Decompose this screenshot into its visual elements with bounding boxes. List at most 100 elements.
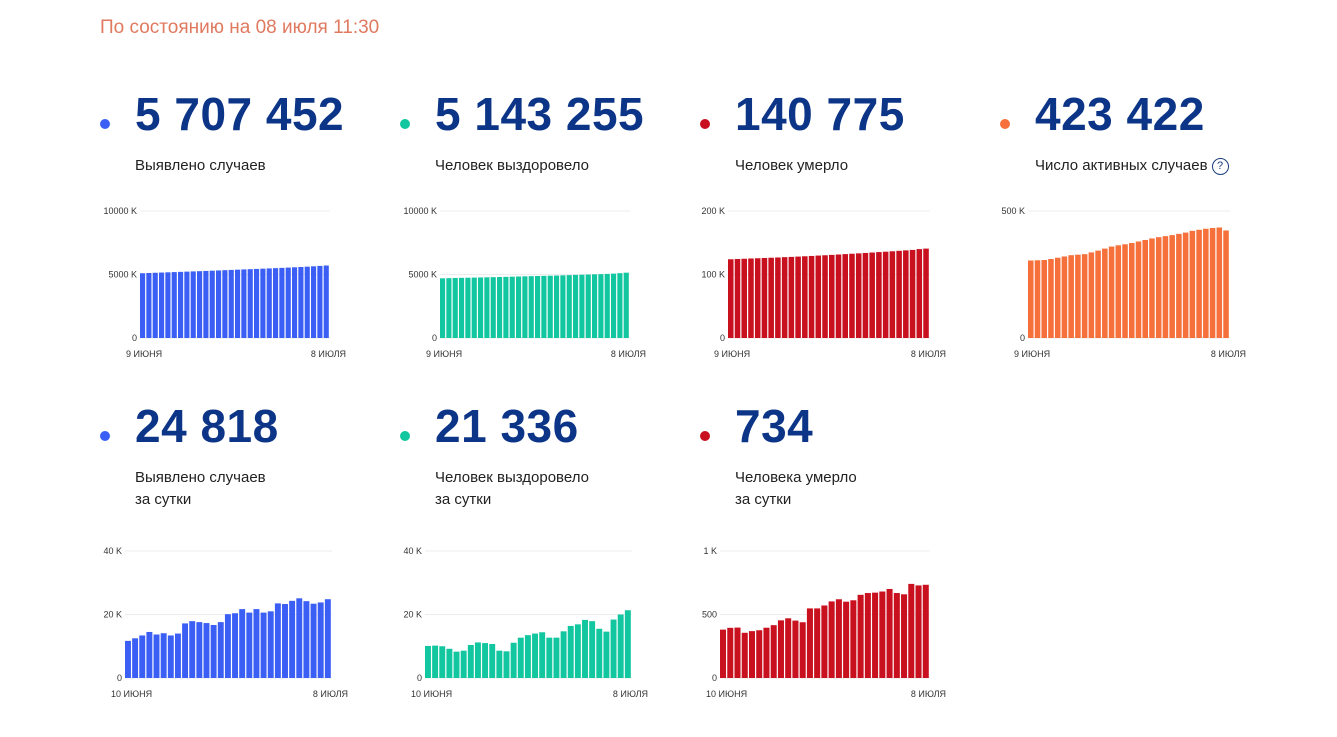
bar[interactable] <box>748 631 756 678</box>
bar[interactable] <box>1028 260 1034 338</box>
bar[interactable] <box>285 267 291 338</box>
bar[interactable] <box>795 256 801 338</box>
bar[interactable] <box>509 276 515 338</box>
bar[interactable] <box>785 618 792 678</box>
bar[interactable] <box>922 584 929 678</box>
bar[interactable] <box>524 635 531 678</box>
bar[interactable] <box>253 609 260 678</box>
bar[interactable] <box>311 266 317 338</box>
bar[interactable] <box>539 632 546 678</box>
bar[interactable] <box>274 603 281 678</box>
bar[interactable] <box>775 257 781 338</box>
bar[interactable] <box>232 613 239 678</box>
bar[interactable] <box>560 631 567 678</box>
bar[interactable] <box>184 271 190 338</box>
bar[interactable] <box>788 256 795 338</box>
bar[interactable] <box>210 624 217 678</box>
bar[interactable] <box>849 253 855 338</box>
bar[interactable] <box>165 272 171 338</box>
bar[interactable] <box>490 277 496 338</box>
bar[interactable] <box>446 278 452 338</box>
bar[interactable] <box>802 256 808 338</box>
bar[interactable] <box>1189 230 1196 338</box>
bar[interactable] <box>728 259 734 338</box>
bar[interactable] <box>182 623 189 678</box>
bar[interactable] <box>517 637 524 678</box>
bar[interactable] <box>160 633 167 678</box>
bar[interactable] <box>829 254 835 338</box>
bar[interactable] <box>1149 238 1155 338</box>
bar[interactable] <box>196 622 203 678</box>
bar[interactable] <box>761 257 768 338</box>
bar[interactable] <box>1081 254 1088 338</box>
bar[interactable] <box>460 650 467 678</box>
bar[interactable] <box>777 620 784 678</box>
bar[interactable] <box>239 609 246 678</box>
bar[interactable] <box>903 250 909 338</box>
bar[interactable] <box>573 274 579 338</box>
bar[interactable] <box>203 270 209 338</box>
bar[interactable] <box>610 619 617 678</box>
bar[interactable] <box>598 274 604 338</box>
bar[interactable] <box>604 273 610 338</box>
bar[interactable] <box>855 253 862 338</box>
bar[interactable] <box>574 624 581 678</box>
bar[interactable] <box>503 276 509 338</box>
bar[interactable] <box>1203 228 1209 338</box>
bar[interactable] <box>140 273 146 338</box>
bar[interactable] <box>209 270 215 338</box>
bar[interactable] <box>908 583 915 678</box>
bar[interactable] <box>425 645 431 678</box>
bar[interactable] <box>822 255 828 338</box>
bar[interactable] <box>579 274 585 338</box>
bar[interactable] <box>547 275 553 338</box>
bar[interactable] <box>224 614 231 678</box>
bar[interactable] <box>217 622 224 678</box>
bar[interactable] <box>850 600 857 678</box>
bar[interactable] <box>592 274 598 338</box>
bar[interactable] <box>1068 255 1074 338</box>
bar[interactable] <box>1075 254 1081 338</box>
bar[interactable] <box>585 274 591 338</box>
bar[interactable] <box>266 268 272 338</box>
bar[interactable] <box>125 640 131 678</box>
bar[interactable] <box>886 588 893 678</box>
bar[interactable] <box>828 601 835 678</box>
bar[interactable] <box>317 602 324 678</box>
bar[interactable] <box>842 254 848 338</box>
bar[interactable] <box>146 273 152 338</box>
bar[interactable] <box>1209 228 1216 338</box>
bar[interactable] <box>216 270 222 338</box>
bar[interactable] <box>222 270 228 338</box>
bar[interactable] <box>814 608 821 678</box>
bar[interactable] <box>806 608 813 678</box>
bar[interactable] <box>741 258 747 338</box>
bar[interactable] <box>763 627 770 678</box>
bar[interactable] <box>889 251 896 338</box>
bar[interactable] <box>835 599 842 678</box>
bar[interactable] <box>1169 235 1175 338</box>
bar[interactable] <box>474 642 481 678</box>
bar[interactable] <box>279 267 285 338</box>
bar[interactable] <box>153 634 160 678</box>
bar[interactable] <box>792 620 799 678</box>
bar[interactable] <box>1048 259 1054 338</box>
bar[interactable] <box>879 591 886 678</box>
bar[interactable] <box>489 644 496 678</box>
bar[interactable] <box>553 637 560 678</box>
bar[interactable] <box>510 642 517 678</box>
bar[interactable] <box>808 255 815 338</box>
bar[interactable] <box>203 623 210 678</box>
bar[interactable] <box>189 621 196 678</box>
bar[interactable] <box>768 257 774 338</box>
bar[interactable] <box>741 632 748 678</box>
bar[interactable] <box>159 272 165 338</box>
bar[interactable] <box>1196 229 1202 338</box>
bar[interactable] <box>1095 250 1101 338</box>
bar[interactable] <box>1088 252 1095 338</box>
bar[interactable] <box>171 272 177 338</box>
bar[interactable] <box>260 268 266 338</box>
bar[interactable] <box>453 651 460 678</box>
bar[interactable] <box>324 599 331 678</box>
bar[interactable] <box>1155 237 1162 338</box>
